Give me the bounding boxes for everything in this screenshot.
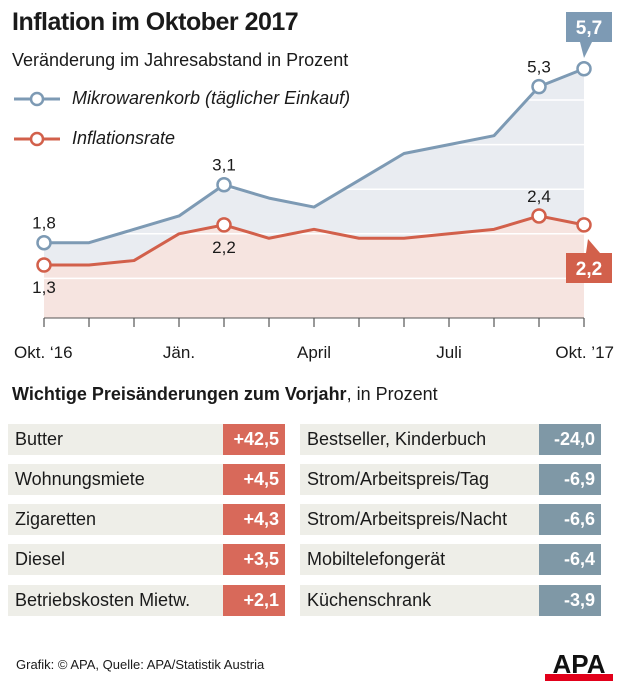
increase-row: Wohnungsmiete +4,5 — [8, 464, 285, 495]
increase-row: Betriebskosten Mietw. +2,1 — [8, 585, 285, 616]
increase-row: Diesel +3,5 — [8, 544, 285, 575]
legend-item-mikrowarenkorb: Mikrowarenkorb (täglicher Einkauf) — [12, 88, 350, 109]
item-label: Strom/Arbeitspreis/Tag — [300, 464, 546, 495]
data-point-marker — [216, 217, 232, 233]
table-heading-rest: , in Prozent — [346, 384, 438, 404]
x-tick-label: April — [297, 343, 331, 362]
data-point-marker — [576, 61, 592, 77]
legend-marker-red-icon — [14, 131, 60, 146]
legend-marker-blue-icon — [14, 91, 60, 106]
table-heading: Wichtige Preisänderungen zum Vorjahr, in… — [12, 384, 438, 405]
callout-box-blue — [566, 12, 612, 42]
line-chart: Okt. ‘16 Jän. April Juli Okt. ’17 1,8 3,1 5,3 1,… — [14, 12, 614, 362]
callout-pointer-blue — [580, 42, 592, 58]
decrease-row: Strom/Arbeitspreis/Nacht -6,6 — [300, 504, 601, 535]
decrease-row: Bestseller, Kinderbuch -24,0 — [300, 424, 601, 455]
item-label: Diesel — [8, 544, 230, 575]
change-value: +4,5 — [223, 464, 285, 495]
x-tick-label: Okt. ’17 — [555, 343, 614, 362]
data-label: 3,1 — [212, 156, 236, 175]
data-point-marker — [531, 78, 547, 95]
legend-item-inflationsrate: Inflationsrate — [12, 128, 175, 149]
source-credit: Grafik: © APA, Quelle: APA/Statistik Aus… — [16, 657, 265, 672]
change-value: -6,9 — [539, 464, 601, 495]
x-tick-label: Jän. — [163, 343, 195, 362]
item-label: Küchenschrank — [300, 585, 546, 616]
change-value: -6,6 — [539, 504, 601, 535]
callout-box-red — [566, 253, 612, 283]
data-label: 2,4 — [527, 187, 551, 206]
item-label: Betriebskosten Mietw. — [8, 585, 230, 616]
increase-row: Zigaretten +4,3 — [8, 504, 285, 535]
data-label: 1,3 — [32, 278, 56, 297]
x-tick-label: Juli — [436, 343, 462, 362]
data-point-marker — [36, 234, 52, 251]
item-label: Strom/Arbeitspreis/Nacht — [300, 504, 546, 535]
chart-title: Inflation im Oktober 2017 — [12, 8, 299, 36]
item-label: Wohnungsmiete — [8, 464, 230, 495]
item-label: Mobiltelefongerät — [300, 544, 546, 575]
change-value: +2,1 — [223, 585, 285, 616]
chart-subtitle: Veränderung im Jahresabstand in Prozent — [12, 50, 349, 70]
change-value: -6,4 — [539, 544, 601, 575]
change-value: -24,0 — [539, 424, 601, 455]
legend-label: Inflationsrate — [72, 128, 176, 148]
series-line-0 — [44, 67, 585, 245]
item-label: Zigaretten — [8, 504, 230, 535]
increase-row: Butter +42,5 — [8, 424, 285, 455]
legend-label: Mikrowarenkorb (täglicher Einkauf) — [72, 88, 351, 108]
data-point-marker — [576, 217, 592, 233]
data-point-marker — [531, 208, 547, 224]
change-value: -3,9 — [539, 585, 601, 616]
change-value: +42,5 — [223, 424, 285, 455]
x-tick-label: Okt. ‘16 — [14, 343, 73, 362]
series-area-1 — [44, 215, 584, 318]
data-point-marker — [36, 257, 52, 273]
apa-logo: APA — [545, 649, 613, 681]
change-value: +4,3 — [223, 504, 285, 535]
decrease-row: Küchenschrank -3,9 — [300, 585, 601, 616]
decrease-row: Mobiltelefongerät -6,4 — [300, 544, 601, 575]
data-label: 2,2 — [212, 238, 236, 257]
callout-value-red: 2,2 — [576, 259, 602, 280]
decrease-row: Strom/Arbeitspreis/Tag -6,9 — [300, 464, 601, 495]
table-heading-bold: Wichtige Preisänderungen zum Vorjahr — [12, 384, 347, 404]
data-point-marker — [216, 176, 232, 193]
callout-pointer-red — [586, 239, 600, 253]
data-label: 1,8 — [32, 214, 56, 233]
series-line-1 — [44, 214, 585, 267]
change-value: +3,5 — [223, 544, 285, 575]
item-label: Butter — [8, 424, 230, 455]
callout-value-blue: 5,7 — [576, 18, 602, 39]
data-label: 5,3 — [527, 58, 551, 77]
item-label: Bestseller, Kinderbuch — [300, 424, 546, 455]
